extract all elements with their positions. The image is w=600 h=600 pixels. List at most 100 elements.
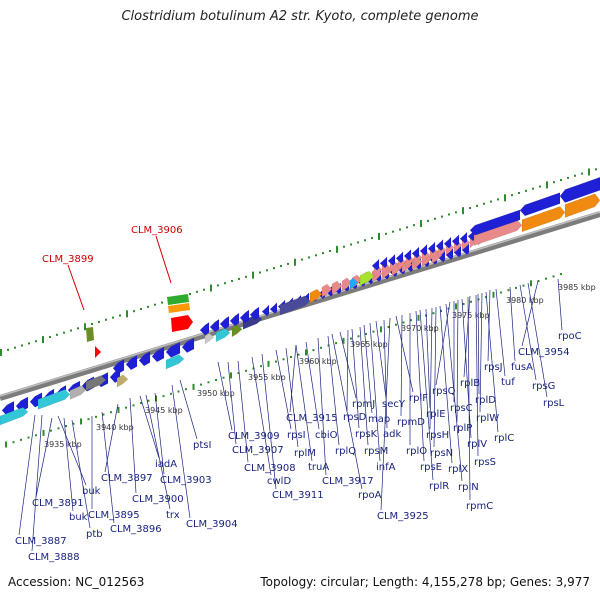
track-dot xyxy=(117,406,120,413)
gene-CLM_3899-block[interactable] xyxy=(86,327,94,342)
gene-label[interactable]: CLM_3954 xyxy=(518,347,570,358)
gene-label[interactable]: rpsL xyxy=(543,398,565,409)
track-dot xyxy=(196,290,198,293)
gene-label[interactable]: CLM_3888 xyxy=(28,552,80,563)
track-dot xyxy=(588,168,590,176)
gene-label[interactable]: CLM_3896 xyxy=(110,524,162,535)
gene-arrow xyxy=(249,306,260,321)
gene-CLM_3906-block-2[interactable] xyxy=(168,303,190,313)
gene-label[interactable]: buk xyxy=(82,486,101,497)
gene-label[interactable]: buk xyxy=(69,512,88,523)
gene-label[interactable]: rplQ xyxy=(335,446,356,457)
gene-label[interactable]: rpsK xyxy=(355,429,378,440)
gene-label[interactable]: ptsI xyxy=(193,440,211,451)
track-dot xyxy=(500,291,502,294)
track-dot xyxy=(462,303,465,306)
gene-label[interactable]: rpsQ xyxy=(432,386,456,397)
label-leader xyxy=(557,278,563,331)
gene-label[interactable]: rpsS xyxy=(474,457,496,468)
gene-CLM_3906-arrow[interactable] xyxy=(171,315,193,332)
gene-label[interactable]: adk xyxy=(383,429,401,440)
label-leader xyxy=(295,344,313,462)
track-dot xyxy=(80,418,82,425)
gene-label[interactable]: CLM_3900 xyxy=(132,494,184,505)
gene-label[interactable]: rplR xyxy=(429,481,449,492)
gene-label[interactable]: CLM_3897 xyxy=(101,473,153,484)
track-dot xyxy=(522,284,525,287)
gene-label[interactable]: CLM_3907 xyxy=(232,445,284,456)
track-dot xyxy=(105,318,107,321)
accession-text: Accession: NC_012563 xyxy=(8,575,145,589)
track-dot xyxy=(162,395,165,398)
gene-label[interactable]: rplN xyxy=(458,482,479,493)
gene-label[interactable]: rpsM xyxy=(364,446,388,457)
gene-label[interactable]: rpsD xyxy=(343,412,367,423)
gene-label[interactable]: CLM_3909 xyxy=(228,431,280,442)
track-dot xyxy=(260,365,262,368)
gene-label[interactable]: ptb xyxy=(86,529,103,540)
gene-label[interactable]: rplW xyxy=(476,413,499,424)
gene-label[interactable]: map xyxy=(368,414,390,425)
kbp-tick-label: 3945 kbp xyxy=(145,406,183,415)
gene-label[interactable]: rpoA xyxy=(358,490,382,501)
gene-label[interactable]: rpmC xyxy=(466,501,493,512)
track-dot xyxy=(119,314,121,317)
gene-label[interactable]: fusA xyxy=(511,362,533,373)
label-leader xyxy=(261,353,277,490)
gene-label[interactable]: CLM_3891 xyxy=(32,498,84,509)
gene-label[interactable]: CLM_3903 xyxy=(160,475,212,486)
gene-label[interactable]: secY xyxy=(382,399,406,410)
gene-label[interactable]: cwlD xyxy=(267,476,291,487)
gene-label[interactable]: rplV xyxy=(467,439,487,450)
gene-label[interactable]: CLM_3895 xyxy=(88,510,140,521)
gene-label[interactable]: CLM_3925 xyxy=(377,511,429,522)
gene-label[interactable]: rpsH xyxy=(426,430,449,441)
gene-label[interactable]: rpsE xyxy=(420,462,442,473)
gene-label[interactable]: CLM_3915 xyxy=(286,413,338,424)
gene-label[interactable]: rplB xyxy=(460,378,480,389)
gene-label[interactable]: rpoC xyxy=(558,331,582,342)
gene-label[interactable]: rplM xyxy=(294,448,316,459)
label-leader xyxy=(154,392,165,475)
gene-label[interactable]: CLM_3887 xyxy=(15,536,67,547)
gene-label[interactable]: CLM_3911 xyxy=(272,490,324,501)
gene-label[interactable]: rpsN xyxy=(430,448,453,459)
track-dot xyxy=(402,321,405,324)
track-dot xyxy=(413,224,415,227)
gene-label[interactable]: truA xyxy=(308,462,329,473)
gene-label[interactable]: infA xyxy=(376,462,396,473)
gene-label[interactable]: rplP xyxy=(453,423,472,434)
gene-label[interactable]: rpsJ xyxy=(484,362,503,373)
label-leader xyxy=(433,306,437,448)
gene-label[interactable]: trx xyxy=(166,510,180,521)
gene-label[interactable]: CLM_3917 xyxy=(322,476,374,487)
gene-label[interactable]: rpmD xyxy=(397,417,425,428)
gene-label[interactable]: rplD xyxy=(475,395,496,406)
highlight-label[interactable]: CLM_3899 xyxy=(42,254,94,265)
gene-label[interactable]: rpsG xyxy=(532,381,555,392)
highlight-label[interactable]: CLM_3906 xyxy=(131,225,183,236)
label-leader xyxy=(485,291,499,433)
gene-label[interactable]: rpsC xyxy=(450,403,473,414)
track-dot xyxy=(336,245,338,253)
gene-label[interactable]: rplE xyxy=(426,409,446,420)
track-dot xyxy=(215,378,217,381)
gene-label[interactable]: rplF xyxy=(409,393,428,404)
gene-label[interactable]: cbiO xyxy=(315,430,338,441)
gene-label[interactable]: rplX xyxy=(448,464,468,475)
gene-label[interactable]: CLM_3904 xyxy=(186,519,238,530)
gene-label[interactable]: iadA xyxy=(155,459,177,470)
label-leader xyxy=(171,384,191,519)
gene-label[interactable]: rpmJ xyxy=(352,399,375,410)
gene-CLM_3899-arrow[interactable] xyxy=(95,346,101,358)
track-dot xyxy=(567,176,569,179)
highlighted-genes[interactable]: CLM_3899 CLM_3906 xyxy=(42,225,193,358)
gene-label[interactable]: rplO xyxy=(406,446,427,457)
track-dot xyxy=(525,189,527,192)
gene-CLM_3906-block-1[interactable] xyxy=(167,294,189,305)
gene-arrow xyxy=(451,233,460,247)
gene-label[interactable]: rplC xyxy=(494,433,514,444)
gene-label[interactable]: tuf xyxy=(501,377,515,388)
